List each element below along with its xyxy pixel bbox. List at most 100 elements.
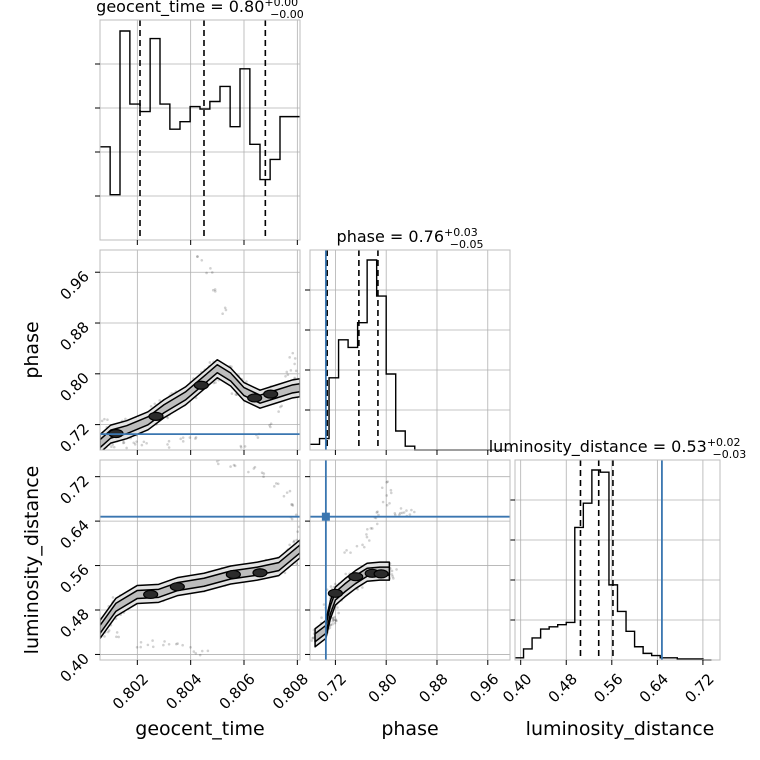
sample-point bbox=[252, 467, 256, 470]
sample-point bbox=[115, 635, 118, 639]
sample-point bbox=[392, 577, 395, 580]
y-tick-label: 0.72 bbox=[56, 420, 92, 456]
sample-point bbox=[196, 255, 199, 258]
sample-point bbox=[336, 606, 339, 609]
sample-point bbox=[312, 636, 315, 640]
sample-point bbox=[139, 645, 142, 649]
sample-point bbox=[110, 445, 113, 449]
sample-point bbox=[158, 399, 161, 402]
contour-peak bbox=[327, 588, 343, 598]
sample-point bbox=[376, 510, 379, 514]
sample-point bbox=[283, 571, 287, 575]
sample-point bbox=[310, 639, 314, 642]
sample-point bbox=[405, 509, 408, 512]
sample-point bbox=[280, 404, 283, 408]
sample-point bbox=[269, 422, 273, 426]
scatter-panel-geocent_time-phase: 0.72 0.80 0.88 0.96 bbox=[56, 249, 305, 456]
sample-point bbox=[288, 356, 291, 359]
sample-point bbox=[151, 645, 155, 649]
sample-point bbox=[322, 603, 326, 606]
sample-point bbox=[292, 539, 296, 543]
density-layer bbox=[307, 480, 416, 648]
contour-peak bbox=[247, 393, 263, 403]
sample-point bbox=[277, 410, 280, 413]
sample-point bbox=[192, 650, 196, 653]
sample-point bbox=[366, 527, 369, 531]
sample-point bbox=[162, 643, 165, 647]
contour-peak bbox=[193, 380, 209, 390]
sample-point bbox=[375, 511, 379, 514]
sample-point bbox=[288, 543, 291, 547]
panel-title-luminosity_distance: luminosity_distance = 0.53+0.02 −0.03 bbox=[489, 436, 747, 461]
sample-point bbox=[166, 416, 169, 420]
y-tick-label: 0.56 bbox=[56, 561, 92, 597]
sample-point bbox=[94, 630, 97, 633]
sample-point bbox=[268, 423, 271, 427]
sample-point bbox=[385, 494, 389, 497]
sample-point bbox=[293, 357, 297, 360]
sample-point bbox=[293, 376, 297, 380]
hist-panel-luminosity_distance: 0.40 0.48 0.56 0.64 0.72 luminosity_distance … bbox=[489, 436, 747, 706]
sample-point bbox=[229, 465, 232, 468]
sample-point bbox=[365, 535, 369, 539]
sample-point bbox=[361, 543, 364, 547]
sample-point bbox=[206, 649, 210, 653]
sample-point bbox=[166, 443, 169, 446]
sample-point bbox=[111, 443, 115, 446]
contour-outer bbox=[100, 539, 300, 640]
sample-point bbox=[365, 533, 368, 536]
sample-point bbox=[181, 440, 185, 443]
sample-point bbox=[295, 562, 299, 566]
sample-point bbox=[215, 460, 219, 463]
contour-peak bbox=[263, 389, 279, 399]
sample-point bbox=[381, 500, 385, 504]
sample-point bbox=[103, 417, 106, 421]
sample-point bbox=[140, 443, 144, 447]
sample-point bbox=[399, 507, 403, 510]
sample-point bbox=[408, 513, 412, 516]
sample-point bbox=[196, 255, 199, 258]
sample-point bbox=[390, 569, 394, 573]
hist-panel-geocent_time: geocent_time = 0.80+0.00 −0.00 bbox=[95, 0, 304, 245]
sample-point bbox=[100, 419, 104, 423]
sample-point bbox=[302, 395, 305, 398]
sample-point bbox=[135, 440, 138, 443]
sample-point bbox=[200, 258, 204, 262]
sample-point bbox=[198, 653, 202, 657]
sample-point bbox=[94, 630, 97, 633]
sample-point bbox=[328, 626, 332, 629]
sample-point bbox=[332, 618, 336, 622]
sample-point bbox=[269, 425, 272, 429]
sample-point bbox=[245, 380, 248, 383]
sample-point bbox=[210, 271, 214, 274]
sample-point bbox=[146, 643, 150, 647]
x-tick-label: 0.72 bbox=[681, 670, 717, 706]
panel-frame bbox=[99, 249, 301, 451]
sample-point bbox=[205, 271, 208, 275]
sample-point bbox=[112, 445, 116, 449]
sample-point bbox=[115, 631, 119, 634]
sample-point bbox=[253, 465, 257, 469]
sample-point bbox=[234, 393, 238, 396]
sample-point bbox=[290, 517, 294, 521]
sample-point bbox=[285, 370, 289, 374]
sample-point bbox=[274, 482, 278, 485]
sample-point bbox=[291, 351, 295, 355]
y-tick-label: 0.40 bbox=[56, 650, 92, 686]
x-tick-label: 0.80 bbox=[365, 670, 401, 706]
sample-point bbox=[307, 635, 310, 638]
panel-title-geocent_time: geocent_time = 0.80+0.00 −0.00 bbox=[96, 0, 304, 21]
sample-point bbox=[335, 619, 338, 623]
hist-panel-phase: phase = 0.76+0.03 −0.05 bbox=[305, 226, 511, 455]
sample-point bbox=[398, 511, 402, 515]
sample-point bbox=[295, 538, 298, 542]
sample-point bbox=[302, 386, 305, 389]
x-tick-label: 0.48 bbox=[545, 670, 581, 706]
sample-point bbox=[132, 441, 136, 445]
sample-point bbox=[232, 463, 236, 467]
sample-point bbox=[208, 361, 212, 364]
contour-peak bbox=[225, 569, 241, 580]
sample-point bbox=[214, 381, 217, 384]
sample-point bbox=[188, 436, 192, 439]
